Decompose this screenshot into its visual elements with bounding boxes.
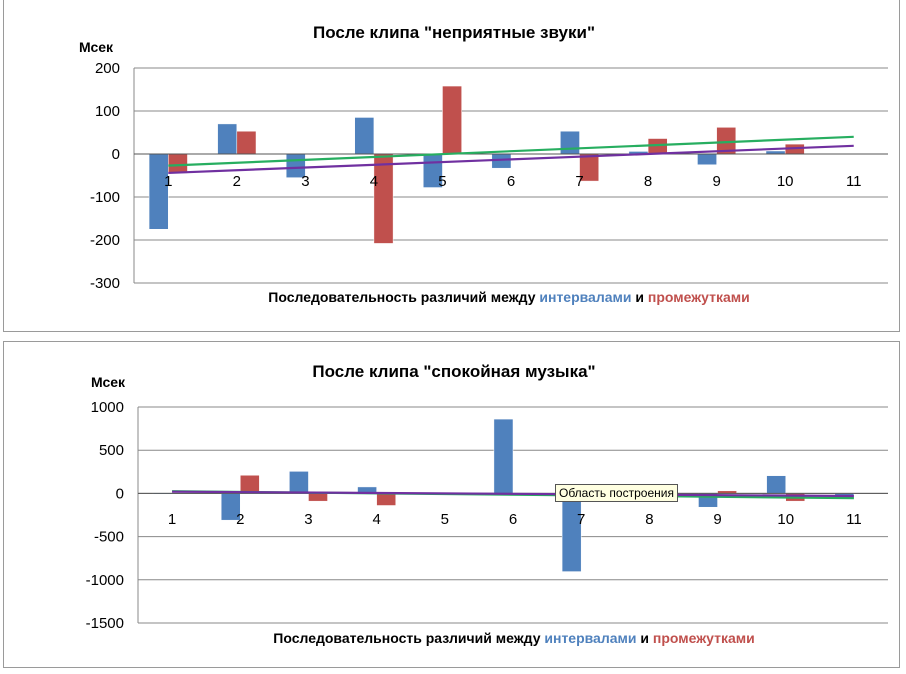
chart-1-bar-s1-1 [148,153,169,230]
chart-2-svg[interactable]: После клипа "спокойная музыка"Мсек100050… [4,342,901,669]
chart-1-y-tick-label: 0 [112,146,120,163]
chart-1-x-axis-label-part: Последовательность различий между [268,289,539,305]
chart-1-bar-s2-5 [442,85,462,155]
chart-2-category-label: 6 [509,511,517,528]
chart-1-x-axis-label-part: интервалами [539,289,631,305]
chart-2-bar-s2-2 [240,475,260,494]
chart-1-y-tick-label: 200 [95,60,120,77]
chart-2-category-label: 2 [236,511,244,528]
chart-2-y-axis-unit: Мсек [91,374,126,390]
chart-1-svg[interactable]: После клипа "неприятные звуки"Мсек200100… [4,0,901,332]
chart-1-bar-s2-2 [236,130,257,155]
chart-panel-2[interactable]: После клипа "спокойная музыка" Мсек 1000 50… [3,341,900,668]
chart-1-category-label: 3 [301,173,309,190]
chart-2-bar-s1-10 [766,475,786,494]
chart-2-category-label: 3 [304,511,312,528]
chart-2-bar-s2-3 [308,493,328,502]
chart-1-bar-s1-7 [560,130,580,155]
chart-1-category-label: 10 [777,173,794,190]
chart-2-x-axis-label-part: промежутками [653,630,755,646]
chart-1-category-label: 4 [370,173,378,190]
chart-2-category-label: 7 [577,511,585,528]
chart-1-category-label: 7 [575,173,583,190]
chart-2-category-label: 5 [441,511,449,528]
chart-2-x-axis-label: Последовательность различий между интерв… [273,630,754,646]
chart-1-y-tick-label: -100 [90,189,120,206]
chart-1-category-label: 5 [438,173,446,190]
chart-1-y-tick-label: -200 [90,232,120,249]
chart-2-title: После клипа "спокойная музыка" [312,362,595,381]
chart-2-bar-s1-3 [289,471,309,494]
chart-1-category-label: 6 [507,173,515,190]
chart-2-y-tick-label: 0 [116,485,124,502]
chart-2-category-label: 11 [846,511,862,528]
chart-2-category-label: 1 [168,511,176,528]
chart-2-bar-s1-7 [561,493,582,572]
chart-2-category-label: 10 [777,511,794,528]
chart-1-trendline-2 [168,144,854,175]
chart-2-x-axis-label-part: интервалами [544,630,636,646]
chart-2-x-axis-label-part: Последовательность различий между [273,630,544,646]
chart-1-trendline-1 [168,135,854,167]
chart-1-category-label: 9 [712,173,720,190]
chart-1-category-label: 2 [233,173,241,190]
chart-1-x-axis-label-part: и [631,289,647,305]
chart-1-bar-s1-4 [354,117,375,155]
chart-2-y-tick-label: 500 [99,442,124,459]
chart-2-y-tick-label: -1500 [86,615,124,632]
chart-2-bar-s1-6 [493,418,514,494]
chart-1-category-label: 11 [846,173,862,190]
chart-2-category-label: 4 [372,511,380,528]
chart-1-category-label: 8 [644,173,652,190]
chart-1-y-axis-unit: Мсек [79,39,114,55]
chart-2-trendline-2 [172,490,854,498]
chart-2-y-tick-label: -500 [94,529,124,546]
chart-panel-1[interactable]: После клипа "неприятные звуки" Мсек 200 100… [3,0,900,332]
chart-1-category-label: 1 [164,173,172,190]
chart-2-bar-s2-4 [376,493,396,506]
chart-1-bar-s2-4 [373,153,394,244]
chart-2-category-label: 8 [645,511,653,528]
chart-1-y-tick-label: -300 [90,275,120,292]
chart-2-y-tick-label: -1000 [86,572,124,589]
chart-1-bar-s1-9 [697,153,717,165]
chart-2-y-tick-label: 1000 [91,399,124,416]
chart-1-bar-s1-2 [217,123,238,155]
chart-2-category-label: 9 [713,511,721,528]
chart-1-bar-s2-1 [168,153,188,174]
chart-2-x-axis-label-part: и [636,630,652,646]
chart-1-x-axis-label: Последовательность различий между интерв… [268,289,749,305]
plot-area-tooltip: Область построения [555,484,678,502]
chart-1-title: После клипа "неприятные звуки" [313,23,595,42]
chart-1-y-tick-label: 100 [95,103,120,120]
chart-1-x-axis-label-part: промежутками [648,289,750,305]
